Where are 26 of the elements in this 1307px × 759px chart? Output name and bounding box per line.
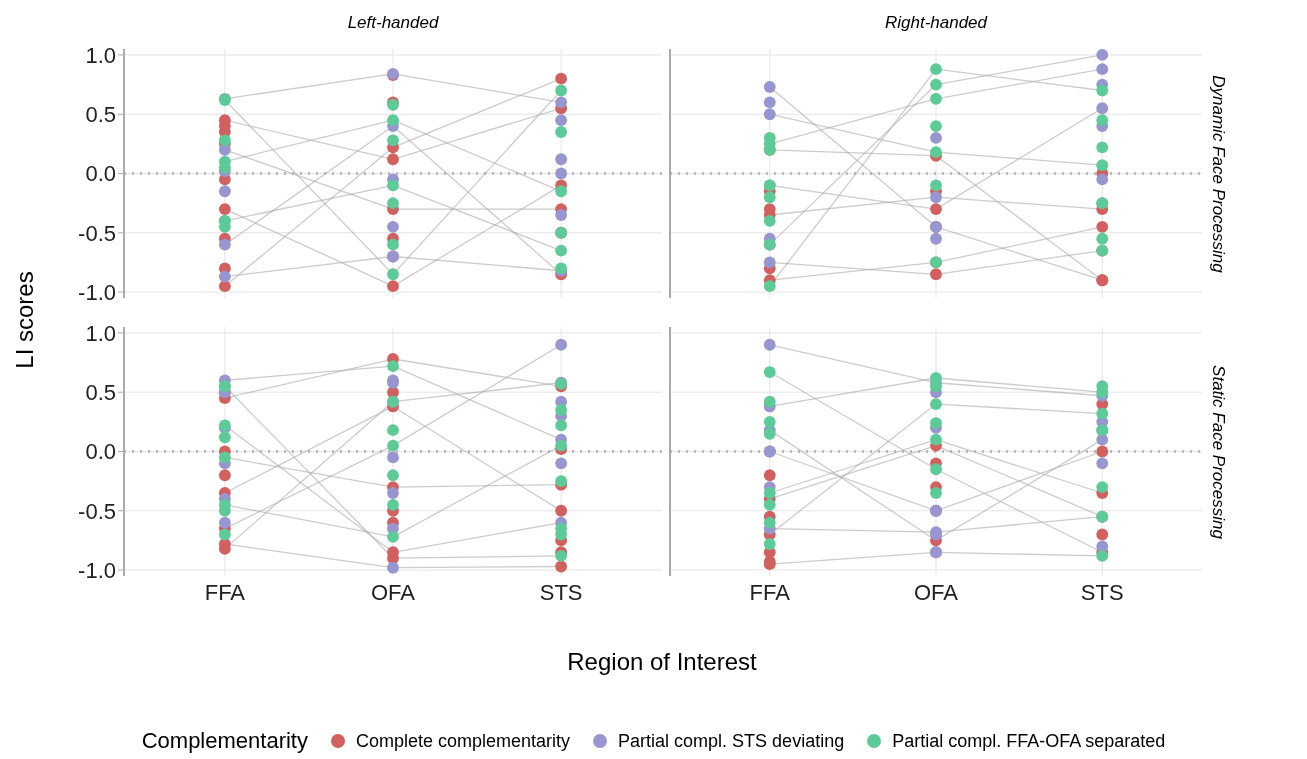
- y-tick-label: 0.0: [85, 161, 116, 187]
- y-tick-label: 0.5: [85, 102, 116, 128]
- x-tick-label: OFA: [913, 579, 959, 605]
- x-tick-label: STS: [1080, 579, 1124, 605]
- y2-axis-title: Static Face Processing: [1208, 364, 1229, 539]
- x-axis-title: Region of Interest: [566, 648, 758, 676]
- y-tick-label: -1.0: [78, 279, 116, 305]
- y2-axis-title: Dynamic Face Processing: [1208, 74, 1228, 273]
- legend-label: Complete complementarity: [355, 730, 571, 752]
- y-tick-label: 0.0: [85, 439, 116, 465]
- y-tick-label: 1.0: [85, 42, 116, 68]
- x-tick-label: FFA: [749, 579, 791, 605]
- chart-title: Left-handed: [346, 13, 440, 33]
- y-axis-title: LI scores: [11, 271, 39, 369]
- y-tick-label: 1.0: [85, 320, 116, 346]
- x-tick-label: FFA: [204, 579, 246, 605]
- y-tick-label: 0.5: [85, 380, 116, 406]
- y-tick-label: -1.0: [78, 557, 116, 583]
- x-tick-label: STS: [539, 579, 583, 605]
- y-tick-label: -0.5: [78, 220, 116, 246]
- y-tick-label: -0.5: [78, 498, 116, 524]
- legend-label: Partial compl. FFA-OFA separated: [892, 730, 1166, 752]
- x-tick-label: OFA: [370, 579, 416, 605]
- chart-title: Right-handed: [883, 13, 989, 33]
- legend-title: Complementarity: [141, 728, 308, 754]
- legend-label: Partial compl. STS deviating: [618, 730, 845, 752]
